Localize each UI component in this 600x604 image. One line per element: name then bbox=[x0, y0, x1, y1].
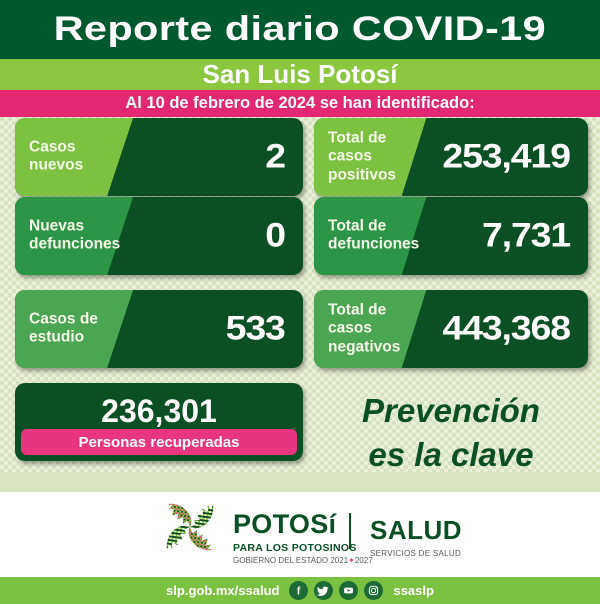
svg-text:f: f bbox=[297, 586, 301, 598]
